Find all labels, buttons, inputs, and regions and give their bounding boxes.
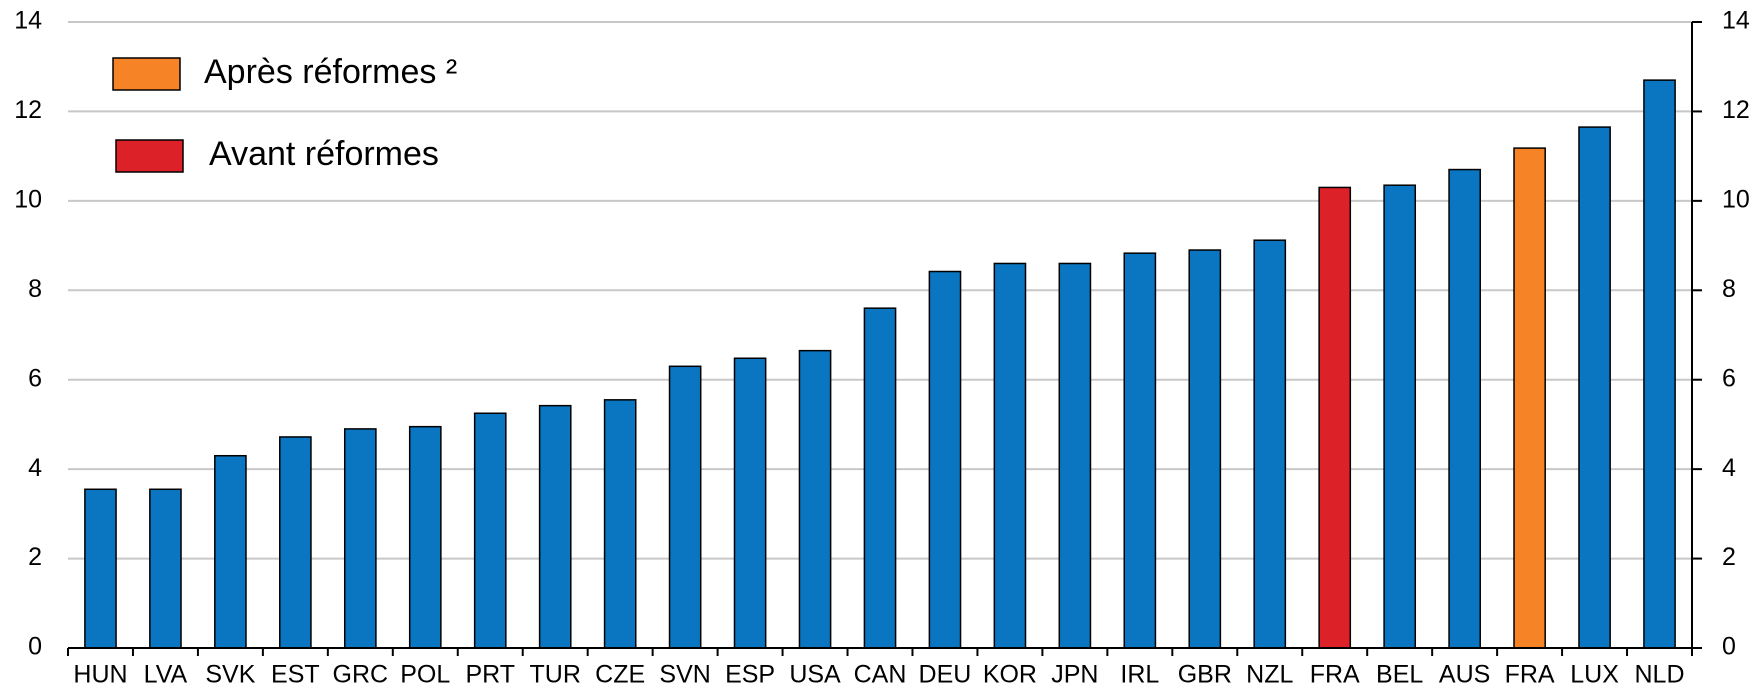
x-tick-label: SVN bbox=[659, 661, 710, 689]
y-tick-label: 2 bbox=[28, 543, 42, 571]
x-tick-label: EST bbox=[271, 661, 320, 689]
x-tick-label: CZE bbox=[595, 661, 645, 689]
x-tick-label: SVK bbox=[205, 661, 255, 689]
y2-tick-label: 4 bbox=[1722, 454, 1736, 482]
x-tick-label: PRT bbox=[465, 661, 515, 689]
x-tick-label: BEL bbox=[1376, 661, 1423, 689]
y2-tick-label: 12 bbox=[1722, 96, 1750, 124]
x-tick-label: DEU bbox=[919, 661, 972, 689]
bar bbox=[1448, 168, 1481, 649]
bar bbox=[149, 488, 182, 649]
bar bbox=[1123, 252, 1157, 649]
x-tick-label: IRL bbox=[1120, 661, 1159, 689]
x-tick-label: USA bbox=[789, 661, 841, 689]
y2-tick-label: 2 bbox=[1722, 543, 1736, 571]
bar bbox=[1058, 262, 1092, 649]
bar bbox=[1513, 147, 1546, 649]
y-tick-label: 14 bbox=[14, 7, 42, 35]
x-tick-label: ESP bbox=[725, 661, 775, 689]
y-tick-label: 4 bbox=[28, 454, 42, 482]
y-tick-label: 10 bbox=[14, 185, 42, 213]
x-tick-label: TUR bbox=[530, 661, 581, 689]
x-tick-label: LVA bbox=[144, 661, 188, 689]
y2-tick-label: 8 bbox=[1722, 275, 1736, 303]
bar bbox=[279, 436, 312, 649]
x-tick-label: POL bbox=[400, 661, 450, 689]
x-tick-label: GBR bbox=[1178, 661, 1232, 689]
bar bbox=[473, 412, 507, 649]
bar bbox=[84, 488, 117, 649]
x-tick-label: JPN bbox=[1051, 661, 1098, 689]
x-tick-label: HUN bbox=[73, 661, 127, 689]
bar bbox=[863, 307, 897, 649]
y2-tick-label: 6 bbox=[1722, 364, 1736, 392]
x-tick-label: KOR bbox=[983, 661, 1037, 689]
bar bbox=[1383, 184, 1417, 649]
bar bbox=[1188, 249, 1222, 649]
y2-tick-label: 0 bbox=[1722, 633, 1736, 661]
bar bbox=[798, 349, 832, 649]
x-tick-label: GRC bbox=[333, 661, 389, 689]
bar bbox=[408, 425, 442, 649]
y-tick-label: 12 bbox=[14, 96, 42, 124]
y-tick-label: 0 bbox=[28, 633, 42, 661]
x-tick-label: AUS bbox=[1439, 661, 1490, 689]
bar bbox=[993, 262, 1027, 649]
bar bbox=[538, 404, 572, 649]
legend-swatch bbox=[115, 139, 184, 173]
bar bbox=[1318, 186, 1352, 649]
bar bbox=[733, 357, 767, 649]
y2-tick-label: 10 bbox=[1722, 185, 1750, 213]
y-tick-label: 8 bbox=[28, 275, 42, 303]
x-tick-label: NZL bbox=[1246, 661, 1293, 689]
x-tick-label: FRA bbox=[1310, 661, 1360, 689]
bar bbox=[214, 454, 247, 649]
legend-label: Après réformes ² bbox=[204, 53, 457, 91]
bar bbox=[668, 365, 702, 649]
x-tick-label: CAN bbox=[854, 661, 907, 689]
x-tick-label: NLD bbox=[1635, 661, 1685, 689]
y-tick-label: 6 bbox=[28, 364, 42, 392]
bar bbox=[1578, 126, 1611, 649]
y2-tick-label: 14 bbox=[1722, 7, 1750, 35]
legend-label: Avant réformes bbox=[209, 135, 439, 173]
bar bbox=[928, 270, 962, 649]
x-tick-label: FRA bbox=[1505, 661, 1555, 689]
bar bbox=[343, 428, 377, 649]
x-tick-label: LUX bbox=[1570, 661, 1619, 689]
bar bbox=[603, 399, 637, 649]
legend-swatch bbox=[112, 57, 181, 91]
bar bbox=[1253, 239, 1287, 649]
bar bbox=[1643, 79, 1676, 649]
